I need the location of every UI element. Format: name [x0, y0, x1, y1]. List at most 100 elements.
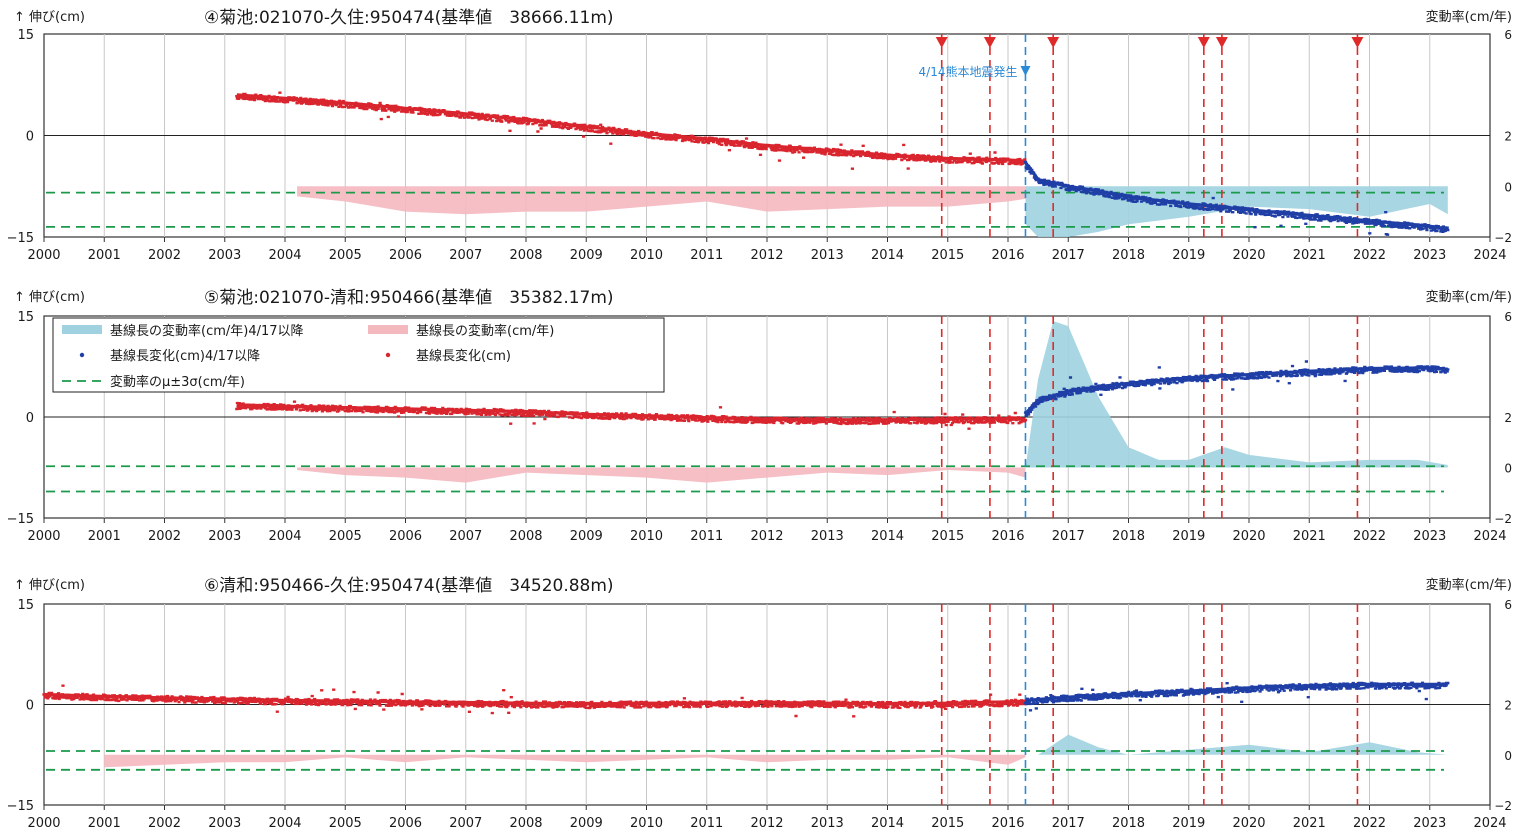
rate-before-area [297, 467, 1026, 483]
legend-swatch-change-after [79, 352, 85, 358]
x-tick-label: 2009 [570, 529, 603, 544]
x-tick-label: 2002 [148, 248, 181, 263]
quake-marker [1020, 66, 1031, 76]
x-tick-label: 2001 [88, 248, 121, 263]
x-tick-label: 2013 [811, 529, 844, 544]
left-tick-label: 15 [17, 28, 34, 43]
x-tick-label: 2006 [389, 529, 422, 544]
x-tick-label: 2006 [389, 248, 422, 263]
left-tick-label: 0 [26, 130, 34, 145]
event-marker [935, 37, 948, 48]
x-tick-label: 2007 [449, 529, 482, 544]
x-tick-label: 2007 [449, 248, 482, 263]
x-tick-label: 2010 [630, 529, 663, 544]
x-tick-label: 2004 [268, 816, 301, 831]
event-marker [1215, 37, 1228, 48]
change-after-points-trend [1024, 161, 1449, 231]
x-tick-label: 2022 [1353, 529, 1386, 544]
x-tick-label: 2014 [871, 248, 904, 263]
x-tick-label: 2018 [1112, 816, 1145, 831]
x-tick-label: 2018 [1112, 248, 1145, 263]
right-tick-label: 6 [1504, 28, 1512, 42]
x-tick-label: 2011 [690, 248, 723, 263]
right-axis-label: 変動率(cm/年) [1426, 577, 1512, 593]
legend-box [52, 317, 665, 393]
chart-legend: 基線長の変動率(cm/年)4/17以降 基線長の変動率(cm/年) 基線長変化(cm… [52, 317, 665, 393]
x-tick-label: 2017 [1052, 816, 1085, 831]
legend-sigma: 変動率のμ±3σ(cm/年) [110, 374, 245, 390]
event-marker [1047, 37, 1060, 48]
x-tick-label: 2004 [268, 248, 301, 263]
x-tick-label: 2008 [509, 529, 542, 544]
right-tick-label: 0 [1504, 180, 1512, 194]
x-tick-label: 2000 [27, 816, 60, 831]
right-tick-label: 0 [1504, 462, 1512, 476]
x-tick-label: 2012 [750, 816, 783, 831]
x-tick-label: 2023 [1413, 248, 1446, 263]
left-axis-label: ↑ 伸び(cm) [14, 290, 85, 305]
right-tick-label: 0 [1504, 749, 1512, 763]
x-tick-label: 2020 [1232, 248, 1265, 263]
x-tick-label: 2018 [1112, 529, 1145, 544]
right-tick-label: 6 [1504, 598, 1512, 612]
x-tick-label: 2023 [1413, 816, 1446, 831]
x-tick-label: 2022 [1353, 816, 1386, 831]
left-tick-label: 15 [17, 598, 34, 613]
x-tick-label: 2021 [1293, 529, 1326, 544]
x-tick-label: 2009 [570, 816, 603, 831]
x-tick-label: 2011 [690, 816, 723, 831]
x-tick-label: 2008 [509, 248, 542, 263]
change-before-points-trend [236, 93, 1026, 163]
x-tick-label: 2015 [931, 529, 964, 544]
change-after-points [1023, 360, 1450, 417]
left-tick-label: 15 [17, 310, 34, 325]
x-tick-label: 2024 [1473, 248, 1506, 263]
x-tick-label: 2019 [1172, 248, 1205, 263]
rate-after-area [1025, 321, 1448, 468]
change-after-points-trend [1024, 366, 1448, 415]
event-marker [983, 37, 996, 48]
left-axis-label: ↑ 伸び(cm) [14, 578, 85, 593]
x-tick-label: 2014 [871, 816, 904, 831]
x-tick-label: 2005 [329, 529, 362, 544]
change-before-points-trend [43, 692, 1026, 706]
right-tick-label: −2 [1494, 231, 1512, 245]
right-tick-label: −2 [1494, 512, 1512, 526]
event-marker [1197, 37, 1210, 48]
x-tick-label: 2016 [991, 529, 1024, 544]
x-tick-label: 2021 [1293, 248, 1326, 263]
x-tick-label: 2001 [88, 816, 121, 831]
x-tick-label: 2007 [449, 816, 482, 831]
x-tick-label: 2000 [27, 529, 60, 544]
right-tick-label: 2 [1504, 411, 1512, 425]
x-tick-label: 2014 [871, 529, 904, 544]
x-tick-label: 2010 [630, 816, 663, 831]
right-tick-label: 2 [1504, 130, 1512, 144]
rate-before-area [104, 754, 1026, 768]
right-axis-label: 変動率(cm/年) [1426, 289, 1512, 305]
x-tick-label: 2011 [690, 529, 723, 544]
x-tick-label: 2015 [931, 248, 964, 263]
x-tick-label: 2020 [1232, 529, 1265, 544]
x-tick-label: 2003 [208, 529, 241, 544]
x-tick-label: 2019 [1172, 816, 1205, 831]
left-axis-label: ↑ 伸び(cm) [14, 10, 85, 25]
x-tick-label: 2013 [811, 248, 844, 263]
left-tick-label: −15 [7, 799, 34, 814]
legend-swatch-rate-before [368, 325, 408, 334]
x-tick-label: 2021 [1293, 816, 1326, 831]
x-tick-label: 2017 [1052, 248, 1085, 263]
change-before-points [42, 684, 1028, 718]
chart-title: ⑤菊池:021070-清和:950466(基準値 35382.17m) [204, 288, 614, 308]
x-tick-label: 2024 [1473, 816, 1506, 831]
legend-swatch-change-before [385, 352, 391, 358]
change-before-points-trend [236, 403, 1026, 422]
x-tick-label: 2008 [509, 816, 542, 831]
legend-rate-after: 基線長の変動率(cm/年)4/17以降 [110, 323, 304, 339]
x-tick-label: 2005 [329, 248, 362, 263]
legend-change-after: 基線長変化(cm)4/17以降 [110, 348, 260, 364]
right-axis-label: 変動率(cm/年) [1426, 9, 1512, 25]
